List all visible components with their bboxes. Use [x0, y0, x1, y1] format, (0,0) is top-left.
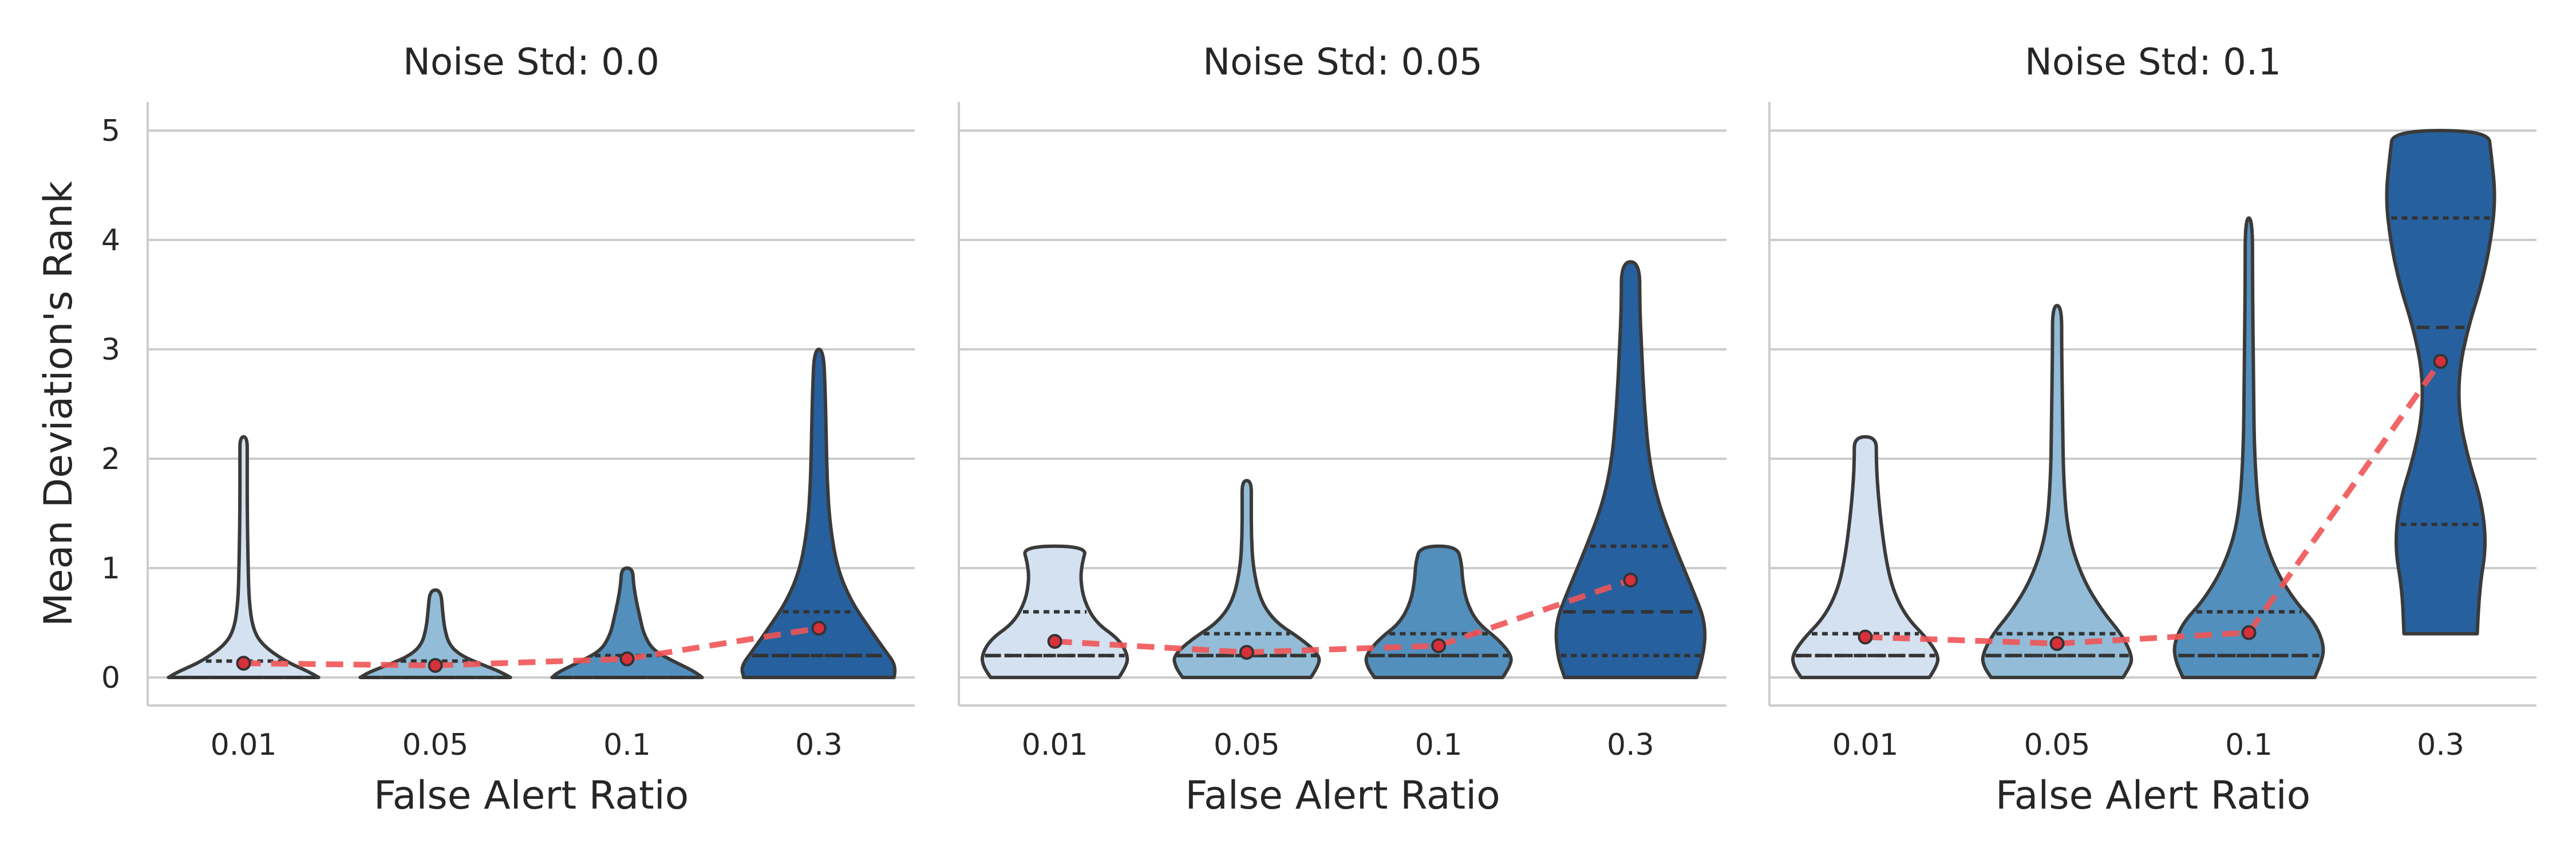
x-tick-label: 0.3	[2417, 728, 2464, 762]
y-tick-label: 3	[101, 333, 120, 367]
mean-point	[1431, 638, 1447, 653]
x-axis-label: False Alert Ratio	[1996, 773, 2310, 818]
mean-point	[2241, 625, 2257, 640]
x-tick-label: 0.01	[1022, 728, 1088, 762]
mean-point	[811, 621, 827, 636]
x-tick-label: 0.3	[795, 728, 843, 762]
x-tick-label: 0.01	[211, 728, 277, 762]
mean-point	[2049, 636, 2065, 651]
x-tick-label: 0.01	[1832, 728, 1899, 762]
mean-trend-line	[1054, 577, 1632, 656]
panel-title: Noise Std: 0.1	[2025, 41, 2281, 84]
violin-0.05	[1981, 304, 2134, 679]
x-tick-label: 0.05	[1214, 728, 1280, 762]
violin-0.1	[550, 566, 704, 679]
mean-point	[428, 657, 443, 673]
x-tick-label: 0.1	[603, 728, 651, 762]
y-axis-label: Mean Deviation's Rank	[36, 180, 81, 626]
x-tick-label: 0.3	[1607, 728, 1654, 762]
violin-0.05	[1172, 479, 1321, 679]
panel-title: Noise Std: 0.0	[403, 41, 659, 84]
mean-trend-line	[1865, 360, 2443, 647]
mean-point	[1239, 645, 1254, 660]
x-axis-label: False Alert Ratio	[374, 773, 689, 818]
x-tick-label: 0.1	[1415, 728, 1463, 762]
violin-0.3	[2385, 129, 2496, 636]
mean-point	[1047, 633, 1062, 649]
y-tick-label: 2	[101, 442, 120, 476]
mean-point	[1623, 573, 1638, 588]
violin-0.1	[1364, 544, 1513, 679]
y-tick-label: 5	[101, 114, 120, 148]
mean-point	[619, 651, 635, 667]
y-tick-label: 1	[101, 551, 120, 586]
mean-point	[1858, 629, 1873, 645]
x-tick-label: 0.1	[2225, 728, 2273, 762]
violin-0.3	[740, 348, 897, 679]
x-axis-label: False Alert Ratio	[1185, 773, 1500, 818]
x-tick-label: 0.05	[402, 728, 469, 762]
mean-point	[236, 656, 251, 671]
y-tick-label: 0	[101, 661, 120, 695]
x-tick-label: 0.05	[2024, 728, 2091, 762]
y-tick-label: 4	[101, 223, 120, 258]
mean-point	[2433, 354, 2448, 369]
violin-0.01	[167, 435, 321, 679]
violin-0.05	[358, 588, 512, 679]
violin-0.1	[2172, 216, 2325, 679]
mean-trend-line	[243, 625, 820, 669]
panel-title: Noise Std: 0.05	[1203, 41, 1483, 84]
violin-0.3	[1554, 260, 1707, 679]
violin-0.01	[1791, 435, 1940, 679]
